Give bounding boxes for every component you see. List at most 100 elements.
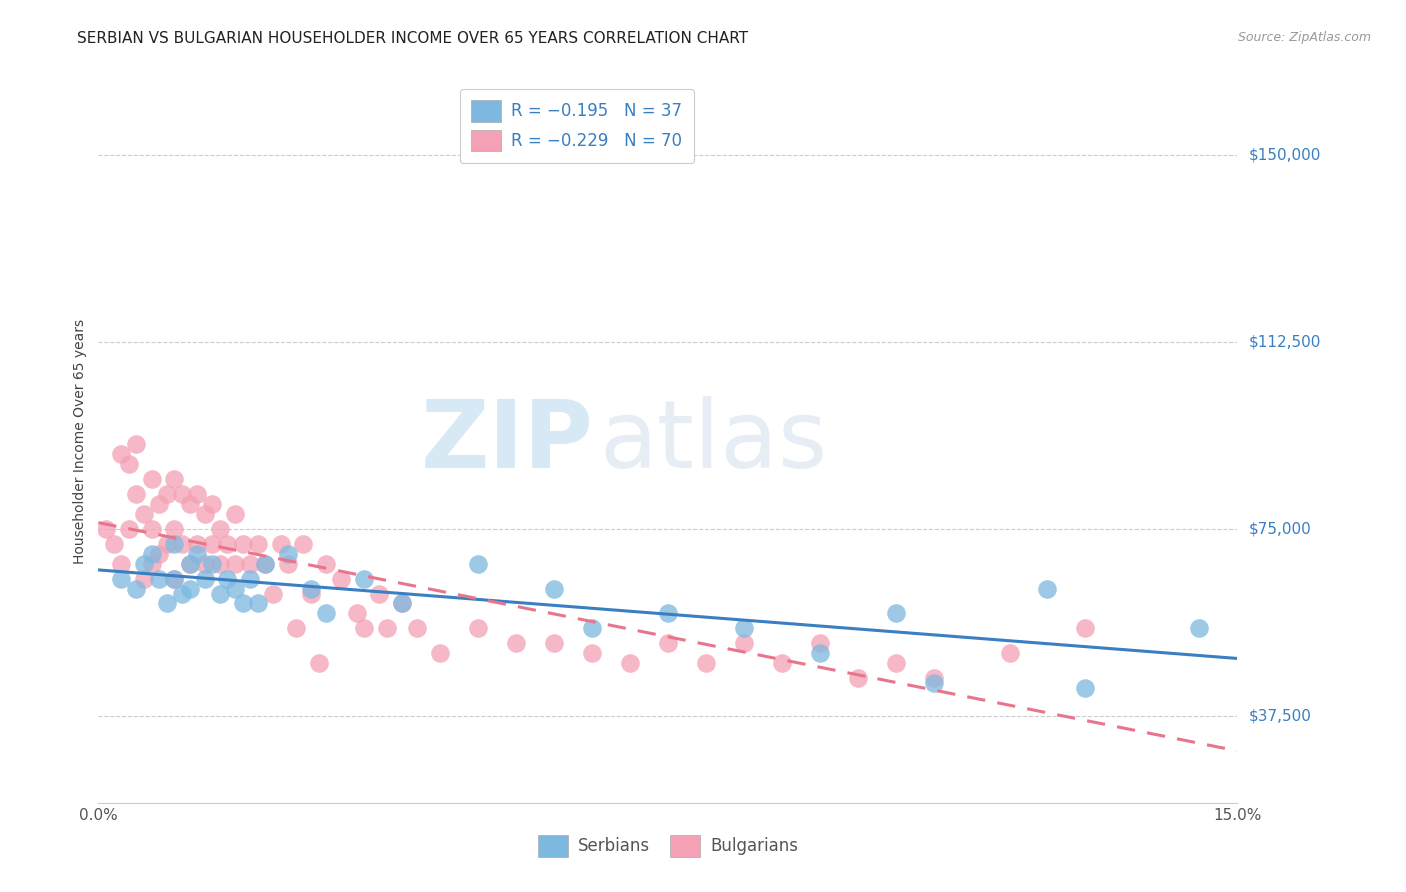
Point: [922, 671, 945, 685]
Point: [657, 607, 679, 621]
Point: [1074, 681, 1097, 696]
Point: [346, 607, 368, 621]
Point: [148, 497, 170, 511]
Point: [141, 547, 163, 561]
Point: [353, 621, 375, 635]
Point: [217, 537, 239, 551]
Point: [208, 586, 231, 600]
Point: [467, 621, 489, 635]
Point: [315, 557, 337, 571]
Point: [179, 497, 201, 511]
Point: [308, 657, 330, 671]
Point: [170, 487, 193, 501]
Point: [132, 507, 155, 521]
Point: [543, 582, 565, 596]
Point: [141, 522, 163, 536]
Point: [884, 607, 907, 621]
Point: [179, 557, 201, 571]
Point: [224, 557, 246, 571]
Point: [254, 557, 277, 571]
Point: [239, 572, 262, 586]
Point: [118, 522, 141, 536]
Point: [103, 537, 125, 551]
Point: [232, 537, 254, 551]
Point: [125, 437, 148, 451]
Point: [194, 572, 217, 586]
Text: $75,000: $75,000: [1249, 521, 1312, 536]
Point: [277, 557, 299, 571]
Point: [163, 522, 186, 536]
Point: [246, 537, 269, 551]
Point: [246, 597, 269, 611]
Point: [179, 557, 201, 571]
Point: [170, 537, 193, 551]
Point: [619, 657, 641, 671]
Point: [581, 646, 603, 660]
Point: [292, 537, 315, 551]
Y-axis label: Householder Income Over 65 years: Householder Income Over 65 years: [73, 319, 87, 564]
Text: SERBIAN VS BULGARIAN HOUSEHOLDER INCOME OVER 65 YEARS CORRELATION CHART: SERBIAN VS BULGARIAN HOUSEHOLDER INCOME …: [77, 31, 748, 46]
Point: [208, 557, 231, 571]
Point: [186, 547, 208, 561]
Point: [846, 671, 869, 685]
Point: [232, 597, 254, 611]
Point: [391, 597, 413, 611]
Point: [1188, 621, 1211, 635]
Point: [808, 636, 831, 650]
Point: [163, 572, 186, 586]
Point: [270, 537, 292, 551]
Point: [201, 557, 224, 571]
Point: [467, 557, 489, 571]
Text: ZIP: ZIP: [420, 395, 593, 488]
Point: [353, 572, 375, 586]
Point: [733, 636, 755, 650]
Point: [110, 447, 132, 461]
Point: [375, 621, 398, 635]
Point: [239, 557, 262, 571]
Text: Source: ZipAtlas.com: Source: ZipAtlas.com: [1237, 31, 1371, 45]
Point: [391, 597, 413, 611]
Point: [110, 557, 132, 571]
Point: [186, 537, 208, 551]
Point: [254, 557, 277, 571]
Point: [186, 487, 208, 501]
Point: [998, 646, 1021, 660]
Point: [505, 636, 527, 650]
Point: [1036, 582, 1059, 596]
Point: [657, 636, 679, 650]
Point: [299, 582, 322, 596]
Point: [695, 657, 717, 671]
Point: [148, 572, 170, 586]
Point: [733, 621, 755, 635]
Point: [808, 646, 831, 660]
Point: [201, 537, 224, 551]
Point: [262, 586, 284, 600]
Point: [217, 572, 239, 586]
Point: [224, 582, 246, 596]
Point: [194, 557, 217, 571]
Text: $112,500: $112,500: [1249, 334, 1322, 350]
Point: [132, 557, 155, 571]
Point: [132, 572, 155, 586]
Point: [330, 572, 353, 586]
Point: [543, 636, 565, 650]
Point: [163, 472, 186, 486]
Point: [406, 621, 429, 635]
Point: [581, 621, 603, 635]
Point: [1074, 621, 1097, 635]
Point: [201, 497, 224, 511]
Point: [208, 522, 231, 536]
Legend: Serbians, Bulgarians: Serbians, Bulgarians: [527, 825, 808, 867]
Point: [179, 582, 201, 596]
Point: [194, 507, 217, 521]
Point: [163, 572, 186, 586]
Point: [277, 547, 299, 561]
Point: [284, 621, 307, 635]
Text: atlas: atlas: [599, 395, 828, 488]
Point: [170, 586, 193, 600]
Point: [315, 607, 337, 621]
Point: [141, 557, 163, 571]
Point: [163, 537, 186, 551]
Point: [156, 537, 179, 551]
Point: [94, 522, 117, 536]
